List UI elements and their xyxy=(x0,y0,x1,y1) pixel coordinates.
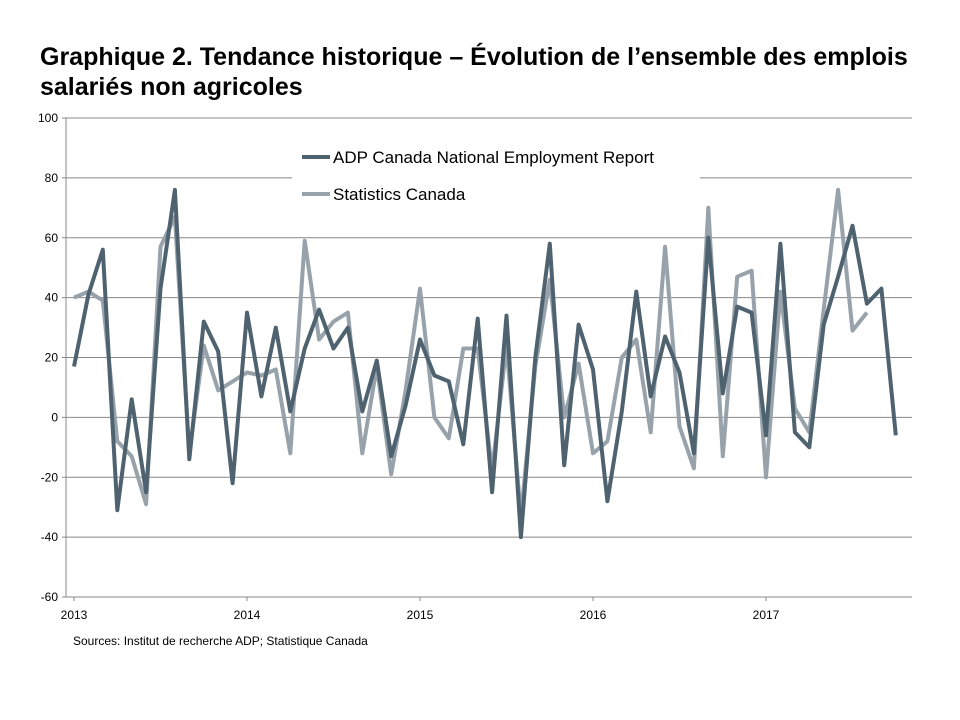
y-tick-label: 80 xyxy=(45,171,59,185)
source-note: Sources: Institut de recherche ADP; Stat… xyxy=(73,634,368,648)
x-tick-label: 2017 xyxy=(753,608,780,622)
legend: ADP Canada National Employment Report Sta… xyxy=(292,140,700,210)
y-tick-label: 40 xyxy=(45,291,59,305)
series-line-adp xyxy=(72,187,898,540)
x-tick-label: 2015 xyxy=(407,608,434,622)
x-tick-label: 2013 xyxy=(61,608,88,622)
y-tick-label: 0 xyxy=(51,410,58,424)
x-tick-label: 2014 xyxy=(234,608,261,622)
y-tick-label: -40 xyxy=(41,530,59,544)
series-group xyxy=(72,187,898,540)
y-tick-label: -20 xyxy=(41,470,59,484)
x-tick-label: 2016 xyxy=(580,608,607,622)
legend-label: ADP Canada National Employment Report xyxy=(333,148,654,167)
y-tick-label: -60 xyxy=(41,590,59,604)
legend-label: Statistics Canada xyxy=(333,185,466,204)
legend-box xyxy=(292,140,700,210)
y-axis-ticks: -60 -40 -20 0 20 40 60 80 100 xyxy=(38,111,66,604)
y-tick-label: 60 xyxy=(45,231,59,245)
series-line-statcan xyxy=(73,187,869,519)
y-tick-label: 100 xyxy=(38,111,58,125)
y-tick-label: 20 xyxy=(45,351,59,365)
x-axis-ticks: 2013 2014 2015 2016 2017 xyxy=(61,597,780,622)
chart-title: Graphique 2. Tendance historique – Évolu… xyxy=(40,43,908,101)
